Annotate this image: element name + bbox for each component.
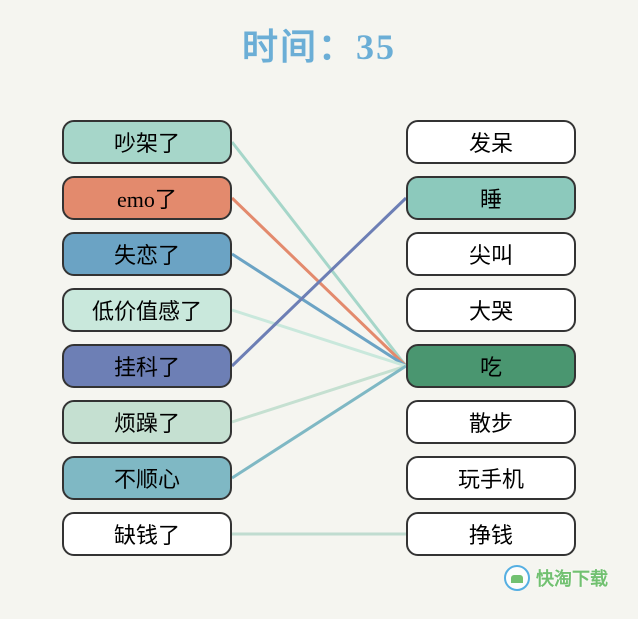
timer-label: 时间：: [242, 27, 356, 67]
right-item-5[interactable]: 散步: [406, 400, 576, 444]
left-item-0[interactable]: 吵架了: [62, 120, 232, 164]
left-item-6[interactable]: 不顺心: [62, 456, 232, 500]
right-item-2[interactable]: 尖叫: [406, 232, 576, 276]
right-column: 发呆睡尖叫大哭吃散步玩手机挣钱: [406, 120, 576, 556]
watermark-text: 快淘下载: [536, 565, 608, 591]
right-item-6[interactable]: 玩手机: [406, 456, 576, 500]
left-item-5[interactable]: 烦躁了: [62, 400, 232, 444]
connection-line: [232, 310, 406, 366]
left-column: 吵架了 emo了失恋了低价值感了挂科了烦躁了不顺心缺钱了: [62, 120, 232, 556]
right-item-1[interactable]: 睡: [406, 176, 576, 220]
connection-line: [232, 198, 406, 366]
connection-line: [232, 142, 406, 366]
game-area: 吵架了 emo了失恋了低价值感了挂科了烦躁了不顺心缺钱了 发呆睡尖叫大哭吃散步玩手…: [0, 90, 638, 610]
left-item-1[interactable]: emo了: [62, 176, 232, 220]
timer: 时间：35: [0, 0, 638, 70]
connection-line: [232, 254, 406, 366]
connection-line: [232, 366, 406, 422]
right-item-3[interactable]: 大哭: [406, 288, 576, 332]
connection-line: [232, 198, 406, 366]
connection-line: [232, 366, 406, 478]
left-item-7[interactable]: 缺钱了: [62, 512, 232, 556]
left-item-2[interactable]: 失恋了: [62, 232, 232, 276]
left-item-4[interactable]: 挂科了: [62, 344, 232, 388]
watermark: 快淘下载: [504, 565, 608, 591]
watermark-icon: [504, 565, 530, 591]
right-item-4[interactable]: 吃: [406, 344, 576, 388]
timer-value: 35: [356, 27, 396, 67]
left-item-3[interactable]: 低价值感了: [62, 288, 232, 332]
right-item-0[interactable]: 发呆: [406, 120, 576, 164]
right-item-7[interactable]: 挣钱: [406, 512, 576, 556]
